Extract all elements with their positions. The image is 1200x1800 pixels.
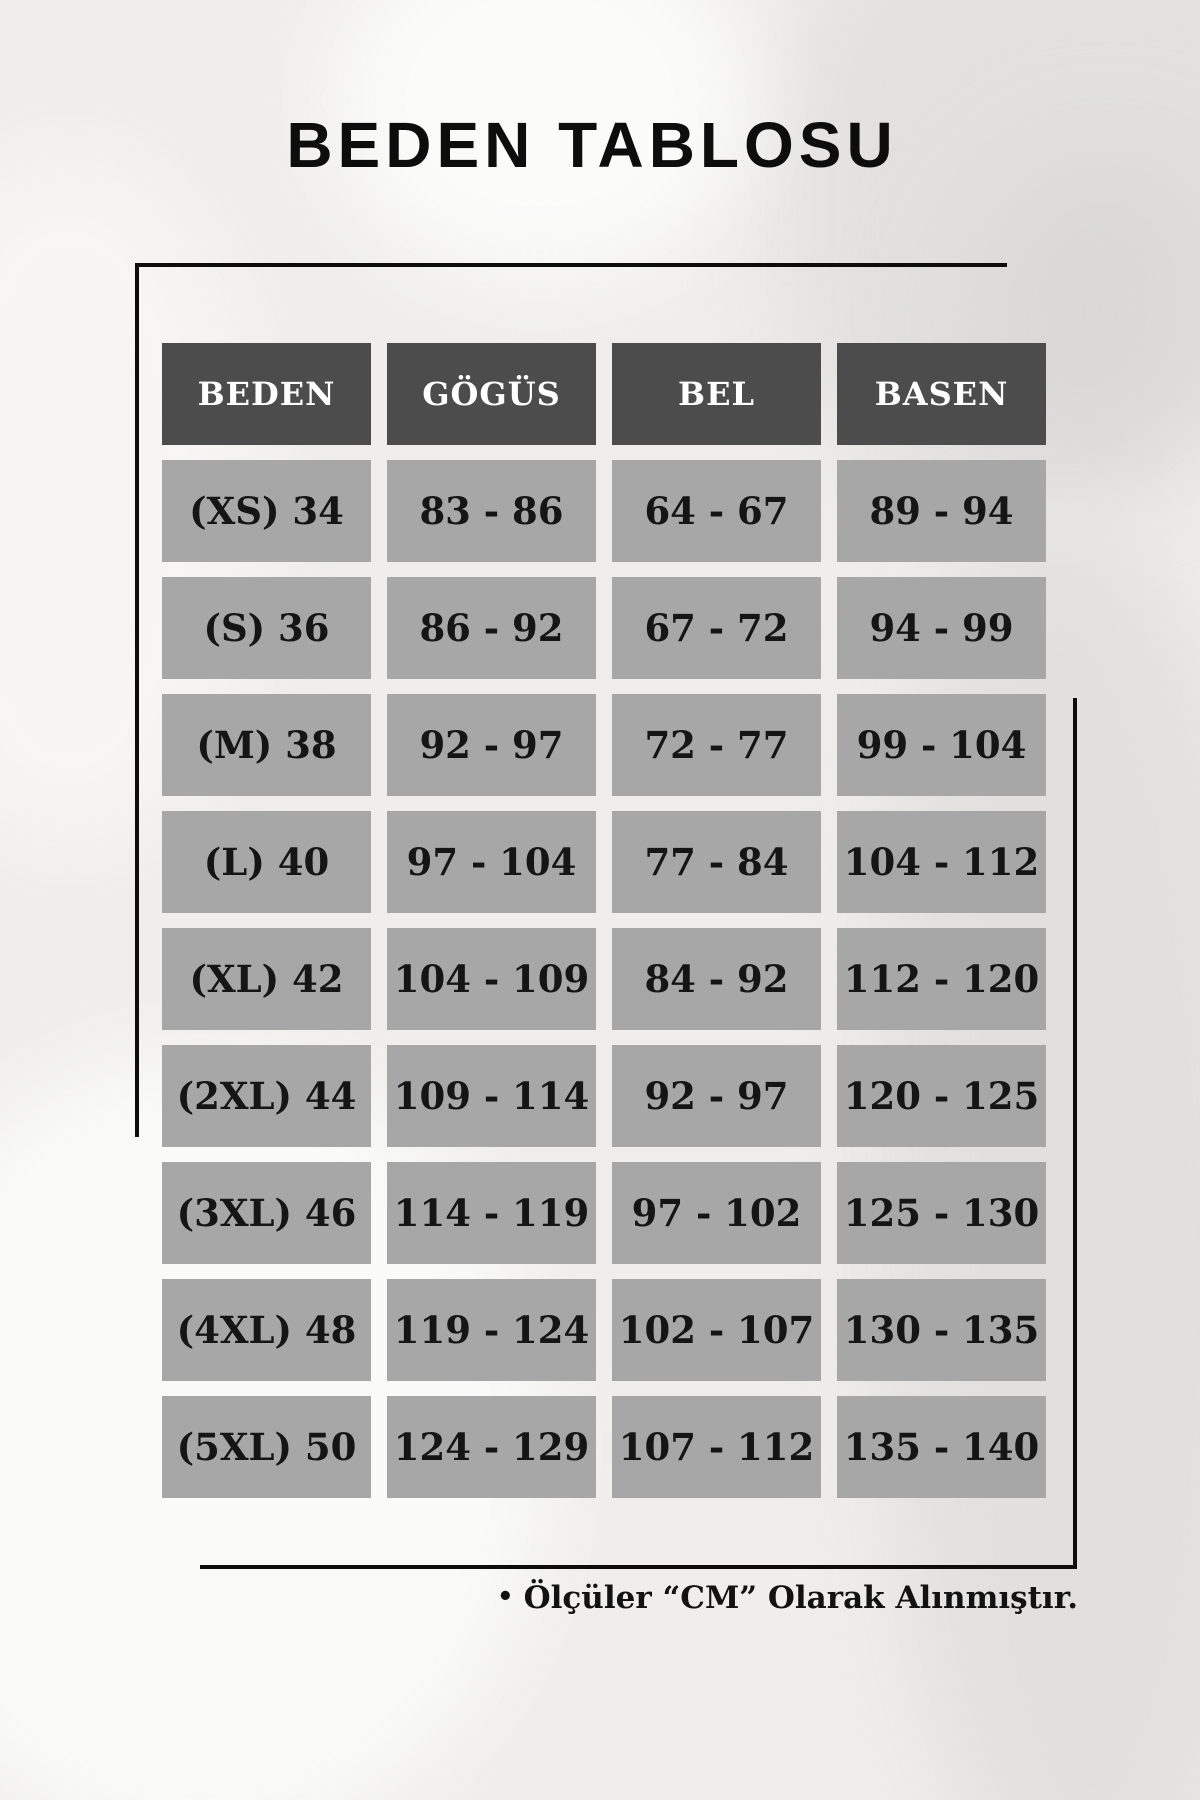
column-header-beden: BEDEN: [162, 343, 371, 445]
page-title: BEDEN TABLOSU: [286, 109, 898, 181]
column-header-basen: BASEN: [837, 343, 1046, 445]
measure-cell: 83 - 86: [387, 460, 596, 562]
frame-line-right: [1073, 698, 1077, 1569]
measure-cell: 97 - 102: [612, 1162, 821, 1264]
measure-cell: 114 - 119: [387, 1162, 596, 1264]
size-cell: (S) 36: [162, 577, 371, 679]
measure-cell: 99 - 104: [837, 694, 1046, 796]
size-cell: (XS) 34: [162, 460, 371, 562]
measure-cell: 119 - 124: [387, 1279, 596, 1381]
size-cell: (3XL) 46: [162, 1162, 371, 1264]
measure-cell: 77 - 84: [612, 811, 821, 913]
measure-cell: 89 - 94: [837, 460, 1046, 562]
measurement-unit-note: • Ölçüler “CM” Olarak Alınmıştır.: [497, 1580, 1078, 1616]
size-cell: (2XL) 44: [162, 1045, 371, 1147]
measure-cell: 86 - 92: [387, 577, 596, 679]
frame-line-top: [135, 263, 1007, 267]
measure-cell: 135 - 140: [837, 1396, 1046, 1498]
size-cell: (M) 38: [162, 694, 371, 796]
measure-cell: 104 - 112: [837, 811, 1046, 913]
measure-cell: 92 - 97: [387, 694, 596, 796]
measure-cell: 67 - 72: [612, 577, 821, 679]
size-cell: (L) 40: [162, 811, 371, 913]
measure-cell: 94 - 99: [837, 577, 1046, 679]
measure-cell: 120 - 125: [837, 1045, 1046, 1147]
column-header-bel: BEL: [612, 343, 821, 445]
frame-line-left: [135, 263, 139, 1137]
measure-cell: 112 - 120: [837, 928, 1046, 1030]
measure-cell: 107 - 112: [612, 1396, 821, 1498]
size-cell: (XL) 42: [162, 928, 371, 1030]
size-cell: (5XL) 50: [162, 1396, 371, 1498]
measure-cell: 104 - 109: [387, 928, 596, 1030]
size-table: BEDEN GÖGÜS BEL BASEN (XS) 34 83 - 86 64…: [162, 343, 1046, 1498]
measure-cell: 92 - 97: [612, 1045, 821, 1147]
measure-cell: 72 - 77: [612, 694, 821, 796]
measure-cell: 97 - 104: [387, 811, 596, 913]
measure-cell: 109 - 114: [387, 1045, 596, 1147]
measurement-unit-note-text: Ölçüler “CM” Olarak Alınmıştır.: [523, 1580, 1078, 1616]
measure-cell: 102 - 107: [612, 1279, 821, 1381]
measure-cell: 64 - 67: [612, 460, 821, 562]
bullet-icon: •: [497, 1582, 514, 1612]
size-cell: (4XL) 48: [162, 1279, 371, 1381]
measure-cell: 130 - 135: [837, 1279, 1046, 1381]
measure-cell: 124 - 129: [387, 1396, 596, 1498]
frame-line-bottom: [200, 1565, 1077, 1569]
measure-cell: 84 - 92: [612, 928, 821, 1030]
measure-cell: 125 - 130: [837, 1162, 1046, 1264]
column-header-gogus: GÖGÜS: [387, 343, 596, 445]
